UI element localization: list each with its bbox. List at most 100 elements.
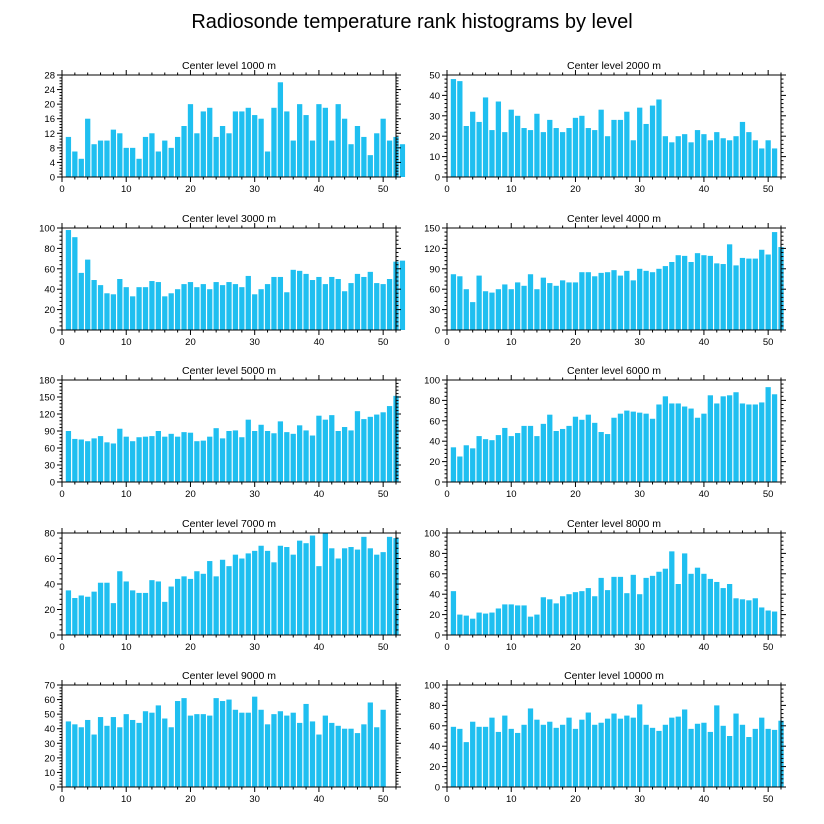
x-tick-label: 10 [121, 184, 132, 195]
bar [508, 728, 514, 787]
bar [739, 599, 746, 635]
bar [110, 294, 117, 330]
bar [515, 282, 521, 330]
y-tick-label: 20 [429, 762, 440, 773]
panel-title: Center level 9000 m [182, 670, 276, 682]
bar [707, 395, 713, 482]
bar [598, 577, 604, 635]
bar [540, 597, 546, 635]
bar [482, 726, 489, 787]
y-tick-label: 40 [44, 724, 55, 735]
x-tick-label: 40 [314, 489, 325, 500]
panels: Center level 1000 m 0 4 8 12 16 20 24 28 0 10 20 30 4… [39, 60, 786, 805]
y-tick-label: 8 [50, 143, 55, 154]
bar [264, 284, 271, 330]
bar [585, 414, 591, 482]
y-tick-label: 60 [429, 721, 440, 732]
bar [489, 292, 495, 330]
bar [142, 592, 149, 635]
bar [592, 130, 598, 177]
bar [72, 237, 78, 330]
bar [219, 559, 226, 635]
bar [367, 155, 373, 177]
bar [701, 134, 707, 177]
bar [637, 704, 643, 787]
panel-2: Center level 2000 m 0 10 20 30 40 50 0 10 20 30 40 5… [429, 60, 786, 195]
bar [117, 428, 123, 482]
bar [85, 441, 91, 482]
bar [470, 721, 476, 787]
bar [284, 432, 290, 482]
y-tick-label: 100 [424, 681, 440, 692]
bar [572, 117, 579, 177]
x-tick-label: 40 [314, 642, 325, 653]
bar [130, 719, 136, 787]
bar [386, 536, 393, 635]
bar [348, 144, 354, 177]
panel-title: Center level 4000 m [567, 213, 661, 225]
bar [566, 128, 572, 177]
bar [617, 119, 624, 177]
x-tick-label: 30 [634, 489, 645, 500]
x-tick-label: 50 [763, 184, 774, 195]
bar [284, 111, 290, 177]
bar [110, 443, 117, 482]
bar [78, 439, 84, 482]
panel-8: Center level 8000 m 0 20 40 60 80 100 0 10 20 30 40… [424, 518, 786, 653]
bar [226, 133, 232, 177]
panel-title: Center level 10000 m [564, 670, 664, 682]
bar [136, 592, 142, 635]
bar [450, 274, 457, 330]
bar [771, 611, 778, 635]
x-tick-label: 30 [249, 184, 260, 195]
y-tick-label: 60 [44, 695, 55, 706]
bar [245, 107, 251, 177]
bar [534, 436, 540, 482]
bar [226, 431, 232, 482]
bar [72, 724, 78, 787]
bar [579, 719, 585, 787]
bar [232, 554, 239, 635]
bar [297, 722, 303, 787]
x-tick-label: 40 [699, 489, 710, 500]
bar [675, 255, 681, 330]
bar [200, 714, 206, 787]
bar [162, 436, 168, 482]
y-tick-label: 60 [44, 264, 55, 275]
bar [232, 111, 239, 177]
x-tick-label: 0 [59, 794, 64, 805]
bar [386, 406, 393, 482]
bar [521, 724, 527, 787]
y-tick-label: 40 [429, 437, 440, 448]
x-tick-label: 40 [699, 794, 710, 805]
bar [97, 140, 104, 177]
panel-1: Center level 1000 m 0 4 8 12 16 20 24 28 0 10 20 30 4… [44, 60, 406, 195]
x-tick-label: 0 [59, 642, 64, 653]
bar [502, 604, 508, 635]
bar [694, 253, 701, 330]
y-tick-label: 0 [50, 173, 55, 184]
bar [470, 618, 476, 635]
bar [232, 284, 239, 330]
bar [329, 722, 335, 787]
bar [489, 612, 495, 635]
bar [155, 705, 161, 787]
x-tick-label: 20 [570, 794, 581, 805]
bar [450, 79, 457, 177]
bar [726, 244, 733, 330]
bar [297, 270, 303, 330]
bar [329, 548, 335, 635]
bar [97, 285, 104, 330]
bar [476, 121, 482, 177]
y-tick-label: 100 [424, 529, 440, 540]
bar [219, 701, 226, 787]
panel-5: Center level 5000 m 0 30 60 90 120 150 180 0 10 20… [39, 365, 401, 500]
y-tick-label: 60 [429, 416, 440, 427]
bar [495, 289, 502, 330]
bar [136, 158, 142, 177]
bar [297, 104, 303, 177]
x-tick-label: 0 [59, 489, 64, 500]
bar [669, 262, 675, 330]
y-tick-label: 80 [44, 244, 55, 255]
y-tick-label: 0 [435, 783, 440, 794]
